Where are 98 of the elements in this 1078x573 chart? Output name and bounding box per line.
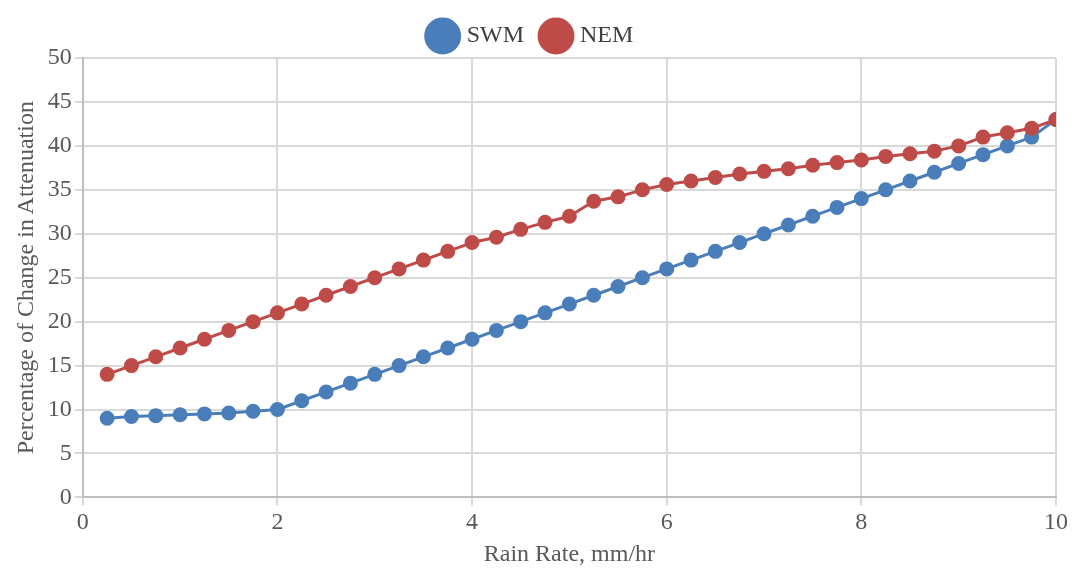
y-tick-label: 30: [47, 219, 72, 246]
point: [464, 331, 480, 347]
point: [245, 314, 261, 330]
point: [951, 155, 967, 171]
point: [537, 214, 553, 230]
point: [659, 261, 675, 277]
point: [269, 305, 285, 321]
point: [659, 177, 675, 193]
point: [902, 173, 918, 189]
point: [148, 408, 164, 424]
point: [878, 148, 894, 164]
point: [707, 243, 723, 259]
point: [464, 235, 480, 251]
point: [440, 243, 456, 259]
y-tick-label: 45: [47, 87, 72, 114]
x-tick-label: 10: [1044, 508, 1068, 535]
point: [221, 405, 237, 421]
point: [367, 366, 383, 382]
point: [561, 208, 577, 224]
point: [805, 157, 821, 173]
point: [221, 322, 237, 338]
point: [829, 155, 845, 171]
point: [878, 182, 894, 198]
y-tick-label: 15: [47, 350, 72, 377]
point: [610, 278, 626, 294]
point: [853, 191, 869, 207]
point: [391, 358, 407, 374]
point: [999, 125, 1015, 141]
point: [707, 170, 723, 186]
x-tick-label: 2: [271, 508, 284, 535]
point: [756, 226, 772, 242]
legend-label: NEM: [580, 21, 634, 48]
point: [172, 340, 188, 356]
point: [926, 164, 942, 180]
point: [926, 143, 942, 159]
point: [172, 407, 188, 423]
point: [586, 287, 602, 303]
y-tick-label: 35: [47, 175, 72, 202]
x-tick-label: 4: [466, 508, 479, 535]
point: [780, 217, 796, 233]
point: [99, 366, 115, 382]
point: [853, 152, 869, 168]
y-tick-label: 50: [47, 43, 72, 70]
point: [975, 147, 991, 163]
point: [440, 340, 456, 356]
y-tick-label: 20: [47, 306, 72, 333]
point: [683, 173, 699, 189]
point: [123, 358, 139, 374]
point: [294, 393, 310, 409]
legend-label: SWM: [466, 21, 525, 48]
point: [148, 349, 164, 365]
point: [123, 409, 139, 425]
point: [391, 261, 407, 277]
point: [610, 189, 626, 205]
point: [780, 161, 796, 177]
point: [975, 129, 991, 145]
point: [537, 305, 553, 321]
point: [634, 270, 650, 286]
point: [999, 138, 1015, 154]
point: [196, 406, 212, 422]
point: [342, 375, 358, 391]
x-tick-label: 0: [76, 508, 89, 535]
point: [805, 208, 821, 224]
point: [415, 252, 431, 268]
point: [1024, 120, 1040, 136]
point: [683, 252, 699, 268]
point: [902, 146, 918, 162]
point: [951, 138, 967, 154]
x-tick-label: 6: [660, 508, 673, 535]
x-axis-title: Rain Rate, mm/hr: [483, 539, 656, 566]
point: [367, 270, 383, 286]
y-tick-label: 40: [47, 131, 72, 158]
point: [318, 384, 334, 400]
point: [829, 199, 845, 215]
y-tick-label: 10: [47, 394, 72, 421]
y-tick-label: 0: [59, 482, 72, 509]
point: [732, 166, 748, 182]
point: [513, 314, 529, 330]
point: [634, 182, 650, 198]
point: [269, 402, 285, 418]
point: [561, 296, 577, 312]
point: [342, 278, 358, 294]
point: [245, 403, 261, 419]
point: [513, 221, 529, 237]
point: [756, 163, 772, 179]
point: [488, 229, 504, 245]
point: [488, 322, 504, 338]
point: [294, 296, 310, 312]
point: [586, 193, 602, 209]
x-tick-label: 8: [855, 508, 868, 535]
point: [732, 235, 748, 251]
point: [196, 331, 212, 347]
point: [99, 410, 115, 426]
y-tick-label: 25: [47, 263, 72, 289]
y-axis-title: Percentage of Change in Attenuation: [11, 101, 38, 455]
y-tick-label: 5: [59, 438, 72, 465]
point: [318, 287, 334, 303]
point: [415, 349, 431, 365]
